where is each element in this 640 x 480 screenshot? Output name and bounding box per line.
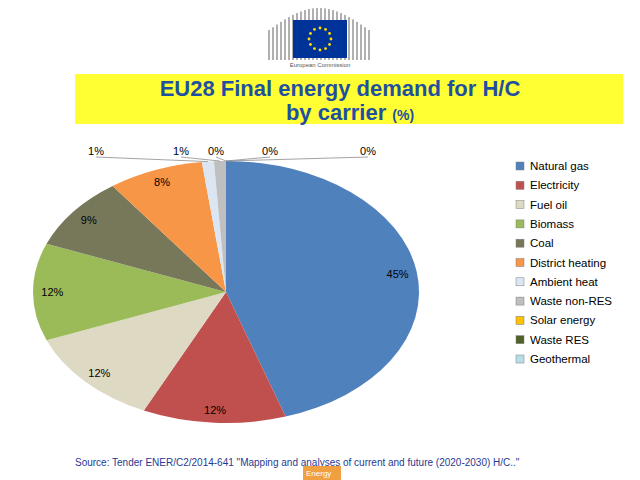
data-label: 1% [88, 145, 104, 157]
pie-slice [113, 162, 226, 292]
title: EU28 Final energy demand for H/Cby carri… [160, 76, 521, 125]
logo-star [330, 38, 333, 41]
legend-swatch [516, 297, 524, 305]
legend-label: Solar energy [530, 314, 595, 326]
legend-label: Biomass [530, 218, 574, 230]
logo-bar [364, 27, 366, 60]
legend-swatch [516, 278, 524, 286]
logo-bar [360, 25, 362, 60]
pie-slice [226, 161, 227, 292]
logo-bar [368, 30, 370, 60]
legend-swatch [516, 239, 524, 247]
data-label: 1% [173, 145, 189, 157]
legend: Natural gas Electricity Fuel oil Biomass Coa… [516, 160, 612, 365]
legend-label: Waste non-RES [530, 295, 612, 307]
logo-star [324, 28, 327, 31]
source-note: Source: Tender ENER/C2/2014-641 "Mapping… [75, 457, 520, 468]
pie-slice [226, 161, 227, 292]
logo-star [308, 38, 311, 41]
pie-slice [202, 161, 226, 292]
title-line: by carrier [286, 100, 392, 125]
logo-bar [272, 27, 274, 60]
page: European Commission EU28 Final energy dem… [0, 0, 640, 480]
legend-label: Ambient heat [530, 276, 599, 288]
footer-box [303, 466, 341, 480]
legend-label: Electricity [530, 179, 579, 191]
logo-star [324, 47, 327, 50]
data-label: 12% [88, 367, 110, 379]
leader-line [181, 157, 220, 161]
logo-bar [280, 22, 282, 60]
leader-line [216, 157, 226, 161]
legend-label: District heating [530, 257, 606, 269]
legend-label: Coal [530, 237, 554, 249]
legend-swatch [516, 316, 524, 324]
pie-slice [226, 161, 227, 292]
data-label: 12% [41, 286, 63, 298]
logo-bar [352, 19, 354, 60]
title-banner [75, 74, 623, 124]
legend-swatch [516, 181, 524, 189]
legend-label: Geothermal [530, 353, 590, 365]
logo-star [313, 47, 316, 50]
legend-swatch [516, 259, 524, 267]
logo-bar [276, 25, 278, 60]
legend-swatch [516, 355, 524, 363]
title-line: EU28 Final energy demand for H/C [160, 76, 521, 101]
legend-swatch [516, 162, 524, 170]
logo: European Commission [268, 8, 370, 68]
logo-text: European Commission [290, 62, 351, 68]
logo-star [319, 49, 322, 52]
legend-label: Fuel oil [530, 199, 567, 211]
data-label: 45% [387, 268, 409, 280]
data-labels: 45% 12% 12% 12% 9% 8% 1% 1% 0% 0% 0% [41, 145, 408, 416]
logo-star [309, 32, 312, 35]
logo-bar [356, 22, 358, 60]
logo-bar [348, 17, 350, 60]
logo-star [328, 32, 331, 35]
logo-star [309, 43, 312, 46]
logo-bar [284, 19, 286, 60]
data-label: 0% [208, 145, 224, 157]
data-label: 8% [154, 176, 170, 188]
data-label: 0% [262, 145, 278, 157]
logo-star [319, 27, 322, 30]
legend-swatch [516, 201, 524, 209]
pie-slice [214, 161, 226, 292]
legend-label: Natural gas [530, 160, 589, 172]
chart: European Commission EU28 Final energy dem… [0, 0, 640, 480]
pie [33, 161, 419, 423]
logo-flag [293, 20, 347, 58]
footer-label: Energy [306, 469, 331, 478]
data-label: 0% [360, 145, 376, 157]
logo-bar [268, 30, 270, 60]
title-line: (%) [392, 107, 414, 123]
logo-bar [288, 17, 290, 60]
leader-line [226, 157, 368, 161]
data-label: 9% [81, 214, 97, 226]
legend-label: Waste RES [530, 334, 589, 346]
legend-swatch [516, 220, 524, 228]
data-label: 12% [204, 404, 226, 416]
logo-star [328, 43, 331, 46]
legend-swatch [516, 336, 524, 344]
logo-star [313, 28, 316, 31]
